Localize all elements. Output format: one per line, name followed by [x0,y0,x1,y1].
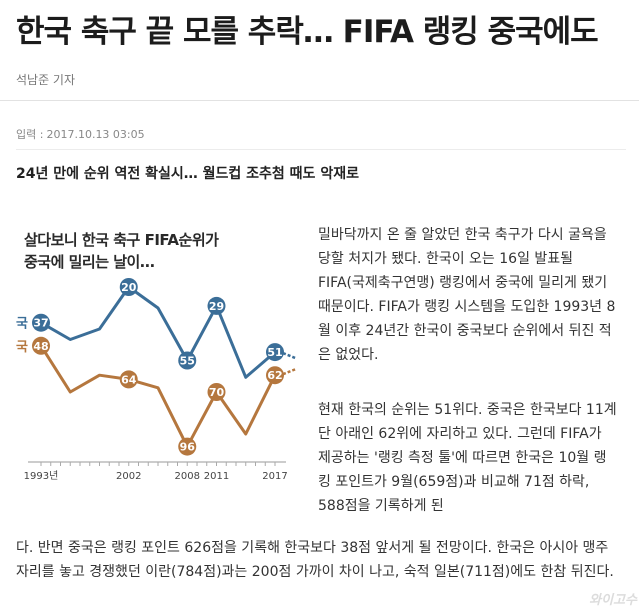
data-label-china: 48 [33,340,48,353]
x-tick-label: 2008 [175,471,200,482]
data-point-korea [178,351,197,370]
data-label-korea: 37 [33,317,48,330]
article-paragraph: 밀바닥까지 온 줄 알았던 한국 축구가 다시 굴욕을 당할 처지가 됐다. 한… [318,227,616,363]
series-line-china [39,344,277,449]
series-name-korea: 한국 [16,316,28,332]
divider [0,100,639,101]
publish-date-label: 입력 : [16,128,44,141]
series-name-china: 중국 [16,340,28,355]
data-label-china: 96 [180,441,196,454]
x-tick-label: 1993년 [24,470,59,482]
x-tick-label: 2017 [262,471,287,482]
reporter-byline[interactable]: 석남준 기자 [16,73,76,87]
x-tick-label: 2011 [204,471,229,482]
data-point-korea [32,313,50,332]
data-label-china: 62 [267,369,282,382]
fifa-ranking-chart: 1993년 2002 2008 2011 2017 37 20 55 29 51 한국 48 64 96 7… [16,225,296,493]
chart-title: 살다보니 한국 축구 FIFA순위가 중국에 밀리는 날이… [24,229,219,273]
chart-title-line-2: 중국에 밀리는 날이… [24,253,155,271]
site-watermark: 와이고수 [589,593,637,608]
data-label-korea: 51 [267,346,282,359]
data-point-china [207,383,226,401]
trend-arrow-china [282,367,296,376]
data-label-korea: 20 [121,281,137,294]
data-label-korea: 29 [209,300,224,313]
data-label-korea: 55 [180,355,195,368]
data-point-china [119,370,138,389]
data-point-china [32,336,50,355]
publish-date-value: 2017.10.13 03:05 [46,128,145,141]
data-point-korea [119,278,138,296]
article-paragraph: 현재 한국의 순위는 51위다. 중국은 한국보다 11계단 아래인 62위에 … [318,402,617,514]
series-line-korea [40,285,276,379]
data-point-china [178,437,197,456]
article-subheadline: 24년 만에 순위 역전 확실시… 월드컵 조추첨 때도 악재로 [16,166,359,182]
x-tick-label: 2002 [116,471,141,482]
data-point-korea [207,296,226,315]
trend-arrow-korea [282,351,296,360]
article-paragraph: 다. 반면 중국은 랭킹 포인트 626점을 기록해 한국보다 38점 앞서게 … [16,540,614,580]
data-point-china [266,366,284,385]
data-point-korea [266,343,284,362]
chart-title-line-1: 살다보니 한국 축구 FIFA순위가 [24,231,219,249]
chart-canvas: 1993년 2002 2008 2011 2017 37 20 55 29 51 한국 48 64 96 7… [16,278,296,482]
publish-date: 입력 :2017.10.13 03:05 [16,126,145,142]
article-headline: 한국 축구 끝 모를 추락… FIFA 랭킹 중국에도 [16,14,599,50]
data-label-china: 64 [121,373,137,386]
data-label-china: 70 [209,386,225,399]
divider [16,149,626,150]
